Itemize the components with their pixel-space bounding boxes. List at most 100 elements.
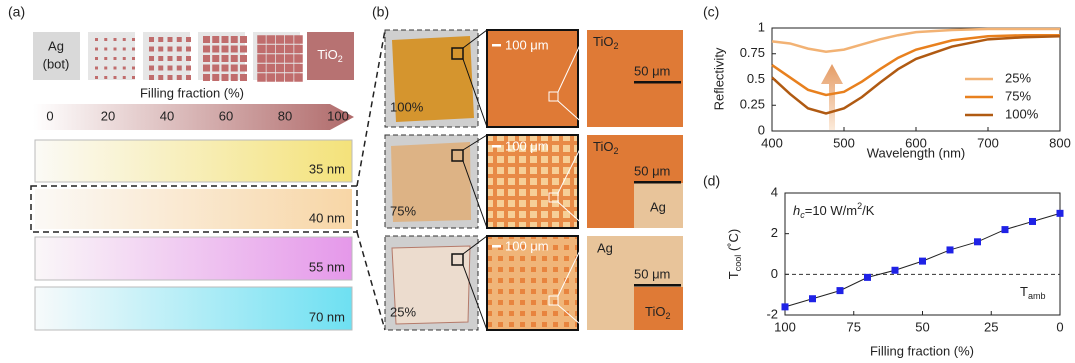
scale-label: 50 μm bbox=[634, 163, 670, 178]
panel-label: (d) bbox=[703, 173, 720, 189]
y-tick-label: 0.5 bbox=[747, 71, 765, 86]
icon-square bbox=[267, 45, 276, 54]
thickness-bar bbox=[35, 140, 352, 182]
y-tick-label: -2 bbox=[766, 306, 778, 321]
x-tick-label: 100 bbox=[774, 319, 796, 334]
row-75: 75% 100 μm TiO2 50 μm Ag bbox=[385, 135, 683, 228]
icon-square bbox=[123, 57, 126, 60]
icon-square bbox=[294, 64, 303, 73]
colorbar-title: Filling fraction (%) bbox=[140, 85, 244, 100]
icon-square bbox=[285, 45, 294, 54]
scale-bar bbox=[492, 44, 501, 47]
colorbar-tick: 60 bbox=[219, 108, 233, 123]
annotation-text: =10 W/m bbox=[805, 203, 857, 218]
data-point bbox=[837, 287, 844, 294]
data-point bbox=[919, 258, 926, 265]
icon-square bbox=[276, 35, 285, 44]
y-tick-label: 0.75 bbox=[740, 45, 765, 60]
icon-square bbox=[212, 74, 219, 81]
y-tick-label: 2 bbox=[771, 225, 778, 240]
material-label: Ag bbox=[650, 199, 666, 214]
icon-square bbox=[276, 73, 285, 82]
y-axis-label: Tcool (˚C) bbox=[726, 229, 743, 279]
scale-bar bbox=[634, 81, 681, 84]
y-tick-label: 0.25 bbox=[740, 97, 765, 112]
thickness-label: 40 nm bbox=[309, 210, 345, 225]
fraction-label: 100% bbox=[390, 99, 424, 114]
icon-square bbox=[240, 36, 247, 43]
icon-square bbox=[132, 76, 135, 79]
colorbar-tick: 80 bbox=[278, 108, 292, 123]
icon-square bbox=[294, 45, 303, 54]
icon-square bbox=[123, 38, 126, 41]
icon-square bbox=[158, 66, 163, 71]
icon-square bbox=[267, 54, 276, 63]
icon-square bbox=[132, 67, 135, 70]
data-point bbox=[974, 238, 981, 245]
tio2-sub: 2 bbox=[613, 146, 618, 156]
panel-label: (c) bbox=[703, 4, 719, 20]
icon-square bbox=[276, 45, 285, 54]
icon-square bbox=[285, 64, 294, 73]
icon-square bbox=[294, 54, 303, 63]
figure: (a) (b) (c) (d) Ag (bot) TiO2 Filling fr… bbox=[0, 0, 1075, 363]
scale-label: 50 μm bbox=[634, 63, 670, 78]
icon-square bbox=[257, 45, 266, 54]
icon-square bbox=[231, 55, 238, 62]
refline-sub: amb bbox=[1028, 291, 1046, 301]
icon-square bbox=[132, 57, 135, 60]
icon-square bbox=[132, 48, 135, 51]
ag-label: Ag bbox=[48, 38, 64, 53]
icon-square bbox=[104, 57, 107, 60]
filling-icons bbox=[88, 32, 303, 82]
icon-square bbox=[149, 66, 154, 71]
panel-label: (a) bbox=[8, 4, 25, 20]
icon-square bbox=[257, 35, 266, 44]
scale-bar bbox=[492, 245, 501, 248]
scale-bar bbox=[492, 145, 501, 148]
icon-square bbox=[222, 74, 229, 81]
icon-square bbox=[285, 35, 294, 44]
icon-square bbox=[114, 57, 117, 60]
icon-square bbox=[186, 75, 191, 80]
icon-square bbox=[240, 55, 247, 62]
row-100: 100% 100 μm TiO2 50 μm bbox=[385, 30, 683, 127]
icon-square bbox=[285, 54, 294, 63]
icon-square bbox=[95, 57, 98, 60]
icon-square bbox=[257, 54, 266, 63]
refline-label: Tamb bbox=[1020, 284, 1045, 301]
x-tick-label: 25 bbox=[984, 319, 998, 334]
colorbar-tick: 100 bbox=[327, 108, 349, 123]
y-tick-label: 1 bbox=[758, 19, 765, 34]
refline-main: T bbox=[1020, 284, 1028, 299]
icon-square bbox=[186, 37, 191, 42]
scale-label: 50 μm bbox=[634, 266, 670, 281]
icon-square bbox=[294, 73, 303, 82]
icon-square bbox=[149, 37, 154, 42]
tio2-main: TiO bbox=[593, 139, 613, 154]
tio2-sub: 2 bbox=[338, 54, 343, 64]
icon-square bbox=[267, 64, 276, 73]
icon-square bbox=[240, 65, 247, 72]
icon-square bbox=[203, 65, 210, 72]
fraction-label: 25% bbox=[390, 304, 416, 319]
icon-square bbox=[114, 48, 117, 51]
x-tick-label: 800 bbox=[1049, 135, 1071, 150]
annotation-end: /K bbox=[862, 203, 875, 218]
icon-square bbox=[276, 64, 285, 73]
icon-square bbox=[158, 56, 163, 61]
icon-square bbox=[177, 37, 182, 42]
x-tick-label: 700 bbox=[977, 135, 999, 150]
tio2-main: TiO bbox=[645, 304, 665, 319]
data-point bbox=[1057, 210, 1064, 217]
icon-square bbox=[267, 35, 276, 44]
icon-square bbox=[168, 47, 173, 52]
y-tick-label: 4 bbox=[771, 184, 778, 199]
panel-label: (b) bbox=[372, 4, 389, 20]
colorbar-tick: 20 bbox=[101, 108, 115, 123]
scale-label: 100 μm bbox=[505, 138, 549, 153]
legend-label: 100% bbox=[1005, 106, 1039, 121]
fraction-label: 75% bbox=[390, 203, 416, 218]
x-tick-label: 0 bbox=[1056, 319, 1063, 334]
data-point bbox=[809, 295, 816, 302]
